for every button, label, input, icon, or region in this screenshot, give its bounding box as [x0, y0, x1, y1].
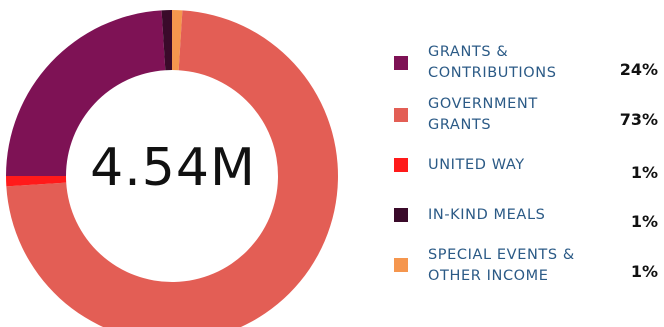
donut-slice-united-way [6, 176, 67, 187]
legend-label-line: OTHER INCOME [428, 268, 549, 284]
legend-swatch [394, 158, 408, 172]
legend-label: UNITED WAY [428, 155, 598, 176]
legend-item-government-grants: GOVERNMENT GRANTS 73% [394, 94, 664, 142]
donut-slice-in-kind-meals [161, 10, 172, 71]
legend-item-in-kind-meals: IN-KIND MEALS 1% [394, 205, 664, 253]
legend-label: SPECIAL EVENTS & OTHER INCOME [428, 245, 598, 287]
donut-chart-svg [6, 10, 338, 327]
legend-percent: 73% [619, 110, 658, 129]
legend-swatch [394, 208, 408, 222]
legend-percent: 24% [619, 60, 658, 79]
legend-percent: 1% [630, 262, 658, 281]
legend-swatch [394, 56, 408, 70]
legend-label-line: SPECIAL EVENTS & [428, 247, 575, 263]
legend-label: IN-KIND MEALS [428, 205, 598, 226]
legend-item-special-events: SPECIAL EVENTS & OTHER INCOME 1% [394, 245, 664, 293]
donut-chart: 4.54M [6, 10, 338, 327]
legend-label: GOVERNMENT GRANTS [428, 94, 598, 136]
legend-label-line: IN-KIND MEALS [428, 207, 546, 223]
legend-label-line: UNITED WAY [428, 157, 525, 173]
legend-label-line: GRANTS [428, 117, 492, 133]
legend-label-line: CONTRIBUTIONS [428, 65, 557, 81]
donut-slice-government-grants [6, 10, 338, 327]
center-total-label: 4.54M [90, 138, 256, 198]
legend-item-grants-contributions: GRANTS & CONTRIBUTIONS 24% [394, 42, 664, 90]
legend-label-line: GRANTS & [428, 44, 509, 60]
legend-swatch [394, 108, 408, 122]
legend-percent: 1% [630, 212, 658, 231]
donut-slice-special-events-other-income [172, 10, 183, 71]
legend-label-line: GOVERNMENT [428, 96, 538, 112]
legend: GRANTS & CONTRIBUTIONS 24% GOVERNMENT GR… [394, 0, 664, 327]
legend-percent: 1% [630, 163, 658, 182]
legend-swatch [394, 258, 408, 272]
legend-label: GRANTS & CONTRIBUTIONS [428, 42, 598, 84]
legend-item-united-way: UNITED WAY 1% [394, 155, 664, 203]
donut-slice-grants-contributions [6, 10, 166, 177]
